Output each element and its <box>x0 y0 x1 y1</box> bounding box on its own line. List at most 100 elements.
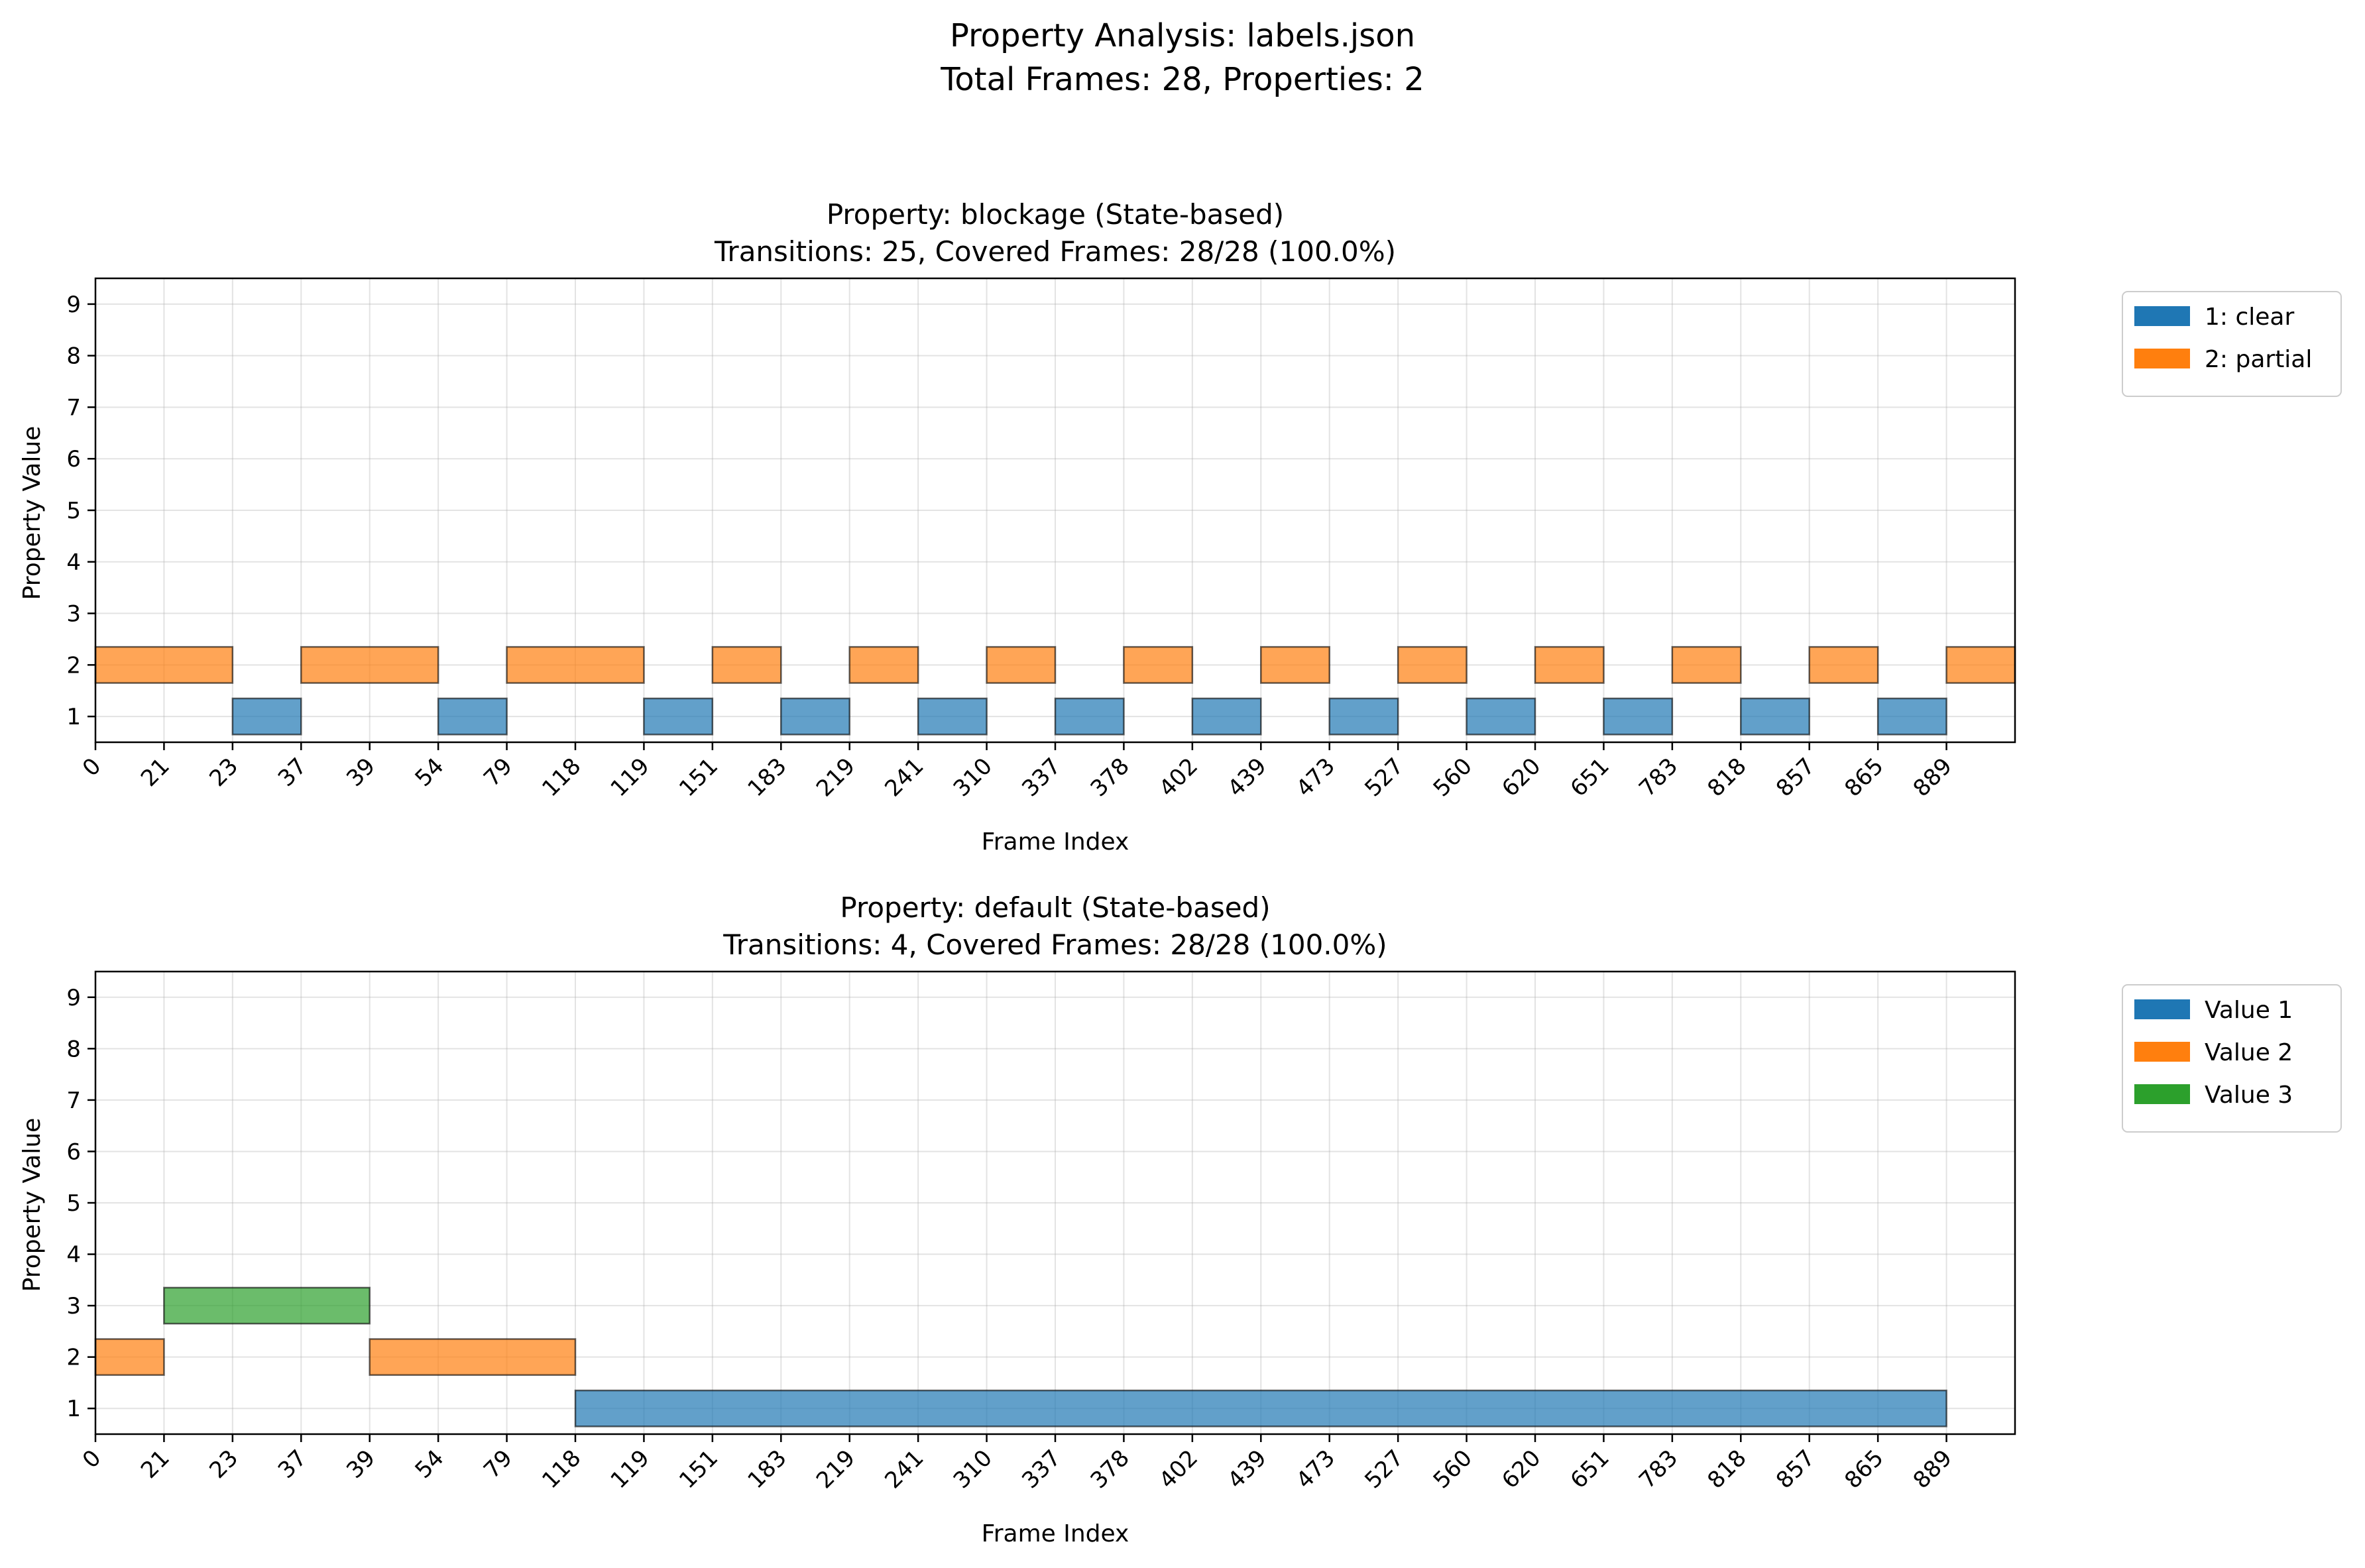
chart-panel-default: Property: default (State-based) Transiti… <box>19 891 2342 1547</box>
x-tick-label: 79 <box>479 753 518 792</box>
x-tick-label: 527 <box>1359 753 1409 802</box>
x-tick-label: 118 <box>537 1445 586 1494</box>
legend: Value 1 Value 2 Value 3 <box>2122 984 2342 1133</box>
x-tick-label: 241 <box>880 753 929 802</box>
chart-subtitle: Transitions: 4, Covered Frames: 28/28 (1… <box>722 928 1387 961</box>
state-bar <box>506 645 645 684</box>
state-bar <box>917 697 988 736</box>
x-tick-label: 402 <box>1154 1445 1203 1494</box>
legend-label: Value 1 <box>2205 997 2293 1024</box>
y-tick-label: 7 <box>66 394 81 421</box>
x-tick-label: 889 <box>1908 1445 1957 1494</box>
state-bar <box>986 645 1057 684</box>
state-bar <box>437 697 508 736</box>
y-tick-label: 8 <box>66 1036 81 1062</box>
state-bar <box>300 645 439 684</box>
y-axis-label: Property Value <box>19 1118 46 1292</box>
state-bar <box>1671 645 1742 684</box>
state-bar <box>1808 645 1879 684</box>
x-tick-label: 527 <box>1359 1445 1409 1494</box>
y-tick-label: 5 <box>66 498 81 524</box>
y-tick-label: 1 <box>66 704 81 730</box>
x-tick-label: 560 <box>1428 1445 1477 1494</box>
x-tick-label: 310 <box>949 753 998 802</box>
y-tick-label: 6 <box>66 1139 81 1165</box>
state-bar <box>369 1338 577 1376</box>
y-tick-label: 6 <box>66 446 81 473</box>
state-bar <box>94 645 234 684</box>
x-tick-label: 818 <box>1702 1445 1751 1494</box>
x-tick-label: 183 <box>742 1445 791 1494</box>
x-tick-label: 865 <box>1839 753 1888 802</box>
x-tick-label: 219 <box>811 1445 860 1494</box>
x-tick-label: 39 <box>341 1445 380 1484</box>
x-tick-label: 39 <box>341 753 380 792</box>
x-tick-label: 337 <box>1017 1445 1066 1494</box>
x-tick-label: 818 <box>1702 753 1751 802</box>
state-bar <box>1945 645 2016 684</box>
legend-label: 1: clear <box>2205 304 2294 331</box>
x-tick-label: 21 <box>136 753 175 792</box>
chart-title: Property: default (State-based) <box>840 891 1270 924</box>
state-bar <box>94 1338 165 1376</box>
x-tick-label: 119 <box>606 753 655 802</box>
legend-swatch <box>2134 1084 2190 1104</box>
legend-label: Value 3 <box>2205 1082 2293 1109</box>
state-bar <box>848 645 919 684</box>
chart-title: Property: blockage (State-based) <box>827 198 1284 231</box>
x-tick-label: 651 <box>1566 753 1615 802</box>
x-tick-label: 54 <box>410 753 449 792</box>
legend: 1: clear 2: partial <box>2122 291 2342 397</box>
chart-panel-blockage: Property: blockage (State-based) Transit… <box>19 198 2342 856</box>
state-bar <box>1191 697 1262 736</box>
x-tick-label: 151 <box>674 753 723 802</box>
x-tick-label: 183 <box>742 753 791 802</box>
x-tick-label: 857 <box>1771 753 1820 802</box>
x-tick-label: 560 <box>1428 753 1477 802</box>
state-bar <box>1876 697 1947 736</box>
x-tick-label: 620 <box>1497 1445 1546 1494</box>
state-bar <box>1397 645 1468 684</box>
state-bar <box>1328 697 1399 736</box>
y-tick-label: 5 <box>66 1190 81 1217</box>
x-tick-label: 857 <box>1771 1445 1820 1494</box>
y-tick-label: 9 <box>66 292 81 318</box>
state-bar <box>780 697 850 736</box>
x-tick-label: 473 <box>1291 753 1340 802</box>
x-tick-label: 310 <box>949 1445 998 1494</box>
x-tick-label: 378 <box>1086 1445 1135 1494</box>
y-tick-label: 4 <box>66 1242 81 1268</box>
state-bar <box>1123 645 1194 684</box>
state-bar <box>1260 645 1330 684</box>
x-tick-label: 439 <box>1222 1445 1271 1494</box>
x-tick-label: 889 <box>1908 753 1957 802</box>
chart-subtitle: Transitions: 25, Covered Frames: 28/28 (… <box>714 235 1396 268</box>
x-tick-label: 21 <box>136 1445 175 1484</box>
x-tick-label: 337 <box>1017 753 1066 802</box>
x-tick-label: 219 <box>811 753 860 802</box>
legend-swatch <box>2134 999 2190 1019</box>
x-tick-label: 439 <box>1222 753 1271 802</box>
y-tick-label: 8 <box>66 343 81 370</box>
x-tick-label: 378 <box>1086 753 1135 802</box>
x-tick-label: 473 <box>1291 1445 1340 1494</box>
state-bar <box>231 697 302 736</box>
y-tick-label: 7 <box>66 1088 81 1114</box>
x-tick-label: 0 <box>78 1445 107 1474</box>
figure-title-line1: Property Analysis: labels.json <box>950 17 1415 54</box>
x-tick-label: 783 <box>1634 753 1683 802</box>
y-axis-label: Property Value <box>19 426 46 600</box>
y-tick-label: 2 <box>66 1345 81 1371</box>
y-tick-label: 2 <box>66 652 81 679</box>
x-tick-label: 783 <box>1634 1445 1683 1494</box>
state-bar <box>711 645 782 684</box>
x-tick-label: 119 <box>606 1445 655 1494</box>
x-tick-label: 620 <box>1497 753 1546 802</box>
y-tick-label: 4 <box>66 549 81 576</box>
state-bar <box>643 697 714 736</box>
x-tick-label: 241 <box>880 1445 929 1494</box>
figure-title-line2: Total Frames: 28, Properties: 2 <box>940 61 1424 98</box>
legend-label: Value 2 <box>2205 1039 2293 1066</box>
x-tick-label: 0 <box>78 753 107 782</box>
